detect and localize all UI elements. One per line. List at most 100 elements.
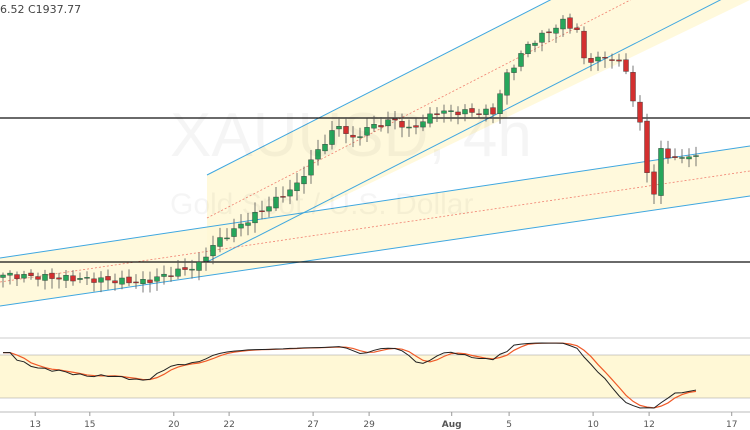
candle	[49, 268, 55, 289]
candle-body	[595, 56, 601, 62]
stoch-k-line	[2, 342, 697, 409]
ohlc-readout: 6.52 C1937.77	[0, 3, 82, 16]
candle-body	[532, 42, 538, 46]
channel-median-line	[206, 0, 632, 219]
x-tick-label: 15	[84, 420, 95, 430]
candle-body	[518, 53, 524, 67]
candle	[70, 270, 76, 286]
candle-body	[413, 125, 419, 128]
candle-body	[56, 277, 62, 280]
candle	[98, 271, 104, 293]
candle	[287, 179, 293, 205]
candle-body	[350, 134, 356, 138]
candle-body	[336, 126, 342, 130]
candle-body	[147, 279, 153, 283]
candle	[259, 200, 265, 220]
candle	[574, 23, 580, 33]
candle-body	[637, 101, 643, 123]
candle-body	[406, 126, 412, 129]
candle-body	[301, 176, 307, 185]
candle-body	[560, 18, 566, 30]
candle	[490, 103, 496, 124]
candle-body	[133, 281, 139, 284]
x-tick-label: 17	[726, 420, 737, 430]
candle-body	[462, 109, 468, 115]
watermark-symbol: XAUUSD, 4h	[170, 100, 532, 171]
candle	[504, 69, 510, 105]
candle-body	[525, 43, 531, 55]
candle	[112, 273, 118, 291]
x-tick-label: Aug	[442, 420, 462, 430]
candle-body	[63, 275, 69, 281]
candle	[609, 53, 615, 69]
candle-body	[7, 272, 13, 276]
candle-body	[399, 121, 405, 128]
candle-body	[357, 136, 363, 138]
candle-body	[231, 228, 237, 237]
candle-body	[0, 274, 6, 278]
candle	[630, 65, 636, 107]
candle-body	[553, 27, 559, 34]
candle-body	[448, 110, 454, 112]
candle-body	[371, 124, 377, 129]
candle	[560, 15, 566, 37]
candle	[189, 259, 195, 279]
candle	[0, 272, 6, 288]
candle-body	[196, 261, 202, 271]
candle-body	[35, 276, 41, 280]
candle-body	[294, 182, 300, 192]
candle-body	[658, 148, 664, 196]
x-tick-label: 13	[29, 420, 40, 430]
candle-body	[546, 31, 552, 34]
candle-body	[322, 144, 328, 152]
candle-body	[161, 273, 167, 277]
candle	[329, 121, 335, 150]
candle-body	[126, 276, 132, 284]
candle-body	[490, 107, 496, 115]
candle	[238, 214, 244, 237]
candle	[371, 115, 377, 132]
candle-body	[476, 113, 482, 115]
candle-body	[686, 156, 692, 160]
broad-channel-upper-line[interactable]	[0, 145, 750, 259]
candle-body	[616, 59, 622, 62]
channel-upper-line[interactable]	[206, 0, 560, 176]
candle	[175, 259, 181, 280]
candle	[434, 107, 440, 123]
candle-body	[623, 59, 629, 72]
candle-body	[511, 67, 517, 73]
candle-body	[280, 196, 286, 198]
candle	[413, 118, 419, 135]
candle	[140, 271, 146, 293]
candle	[406, 119, 412, 137]
broad-channel-fill	[0, 146, 750, 306]
candle	[119, 270, 125, 290]
candle-body	[189, 268, 195, 271]
candle	[476, 108, 482, 118]
candle	[210, 235, 216, 265]
candle	[63, 270, 69, 289]
candle-body	[420, 121, 426, 128]
candle	[231, 218, 237, 243]
candle	[448, 104, 454, 122]
candle-body	[630, 72, 636, 102]
candle-body	[168, 275, 174, 277]
candle	[616, 53, 622, 67]
candle	[455, 106, 461, 125]
x-tick-label: 10	[587, 420, 599, 430]
candle-body	[441, 110, 447, 114]
candle	[525, 41, 531, 58]
candle	[84, 271, 90, 285]
candle	[553, 24, 559, 43]
candle	[56, 272, 62, 289]
candle-body	[644, 120, 650, 173]
candle-body	[567, 17, 573, 29]
candle	[301, 166, 307, 194]
candle	[679, 149, 685, 164]
candle	[595, 51, 601, 71]
x-tick-label: 22	[223, 420, 234, 430]
broad-channel-lower-line[interactable]	[0, 195, 750, 307]
channel-lower-line[interactable]	[206, 0, 730, 263]
candle-body	[112, 280, 118, 284]
